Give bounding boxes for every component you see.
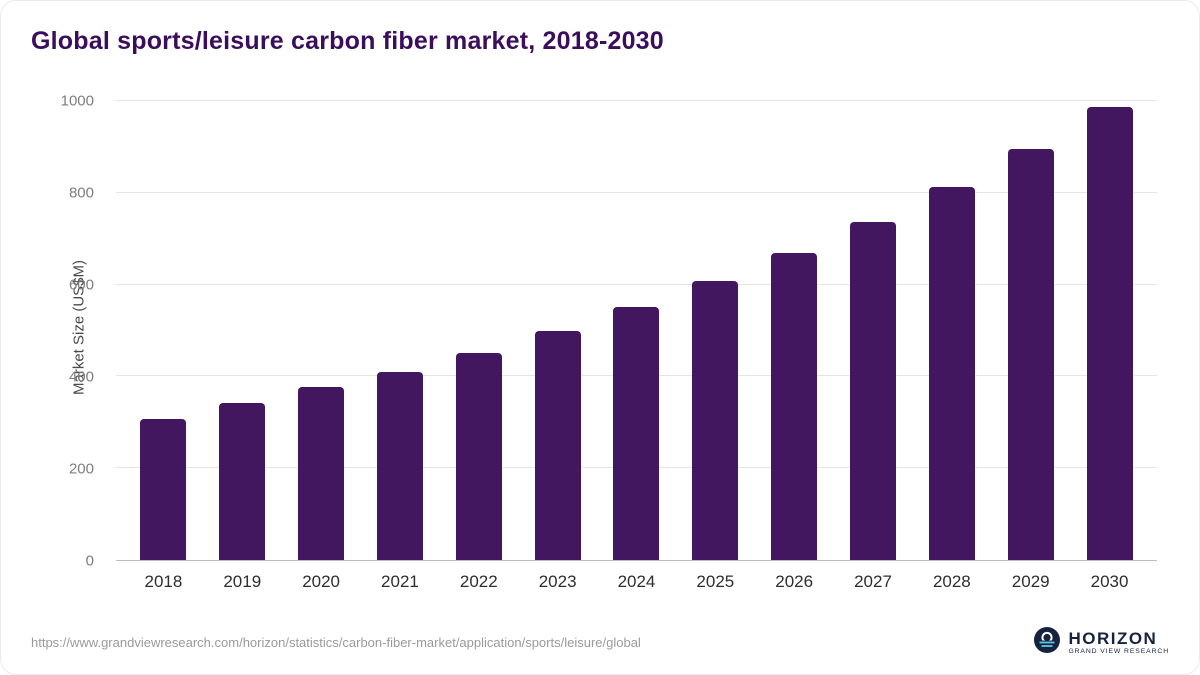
y-tick-label: 800 <box>68 184 94 202</box>
horizon-logo-text: HORIZON GRAND VIEW RESEARCH <box>1068 630 1169 656</box>
bar-column: 2030 <box>1070 101 1149 591</box>
bar <box>1086 106 1133 560</box>
footer: https://www.grandviewresearch.com/horizo… <box>31 627 1169 658</box>
horizon-logo: HORIZON GRAND VIEW RESEARCH <box>1034 627 1169 658</box>
chart-title: Global sports/leisure carbon fiber marke… <box>31 27 664 55</box>
bar-column: 2028 <box>912 101 991 591</box>
bar-column: 2024 <box>597 101 676 591</box>
bar-column: 2019 <box>203 101 282 591</box>
x-axis-label: 2024 <box>617 572 656 591</box>
gridline <box>116 283 1157 285</box>
bar-column: 2022 <box>439 101 518 591</box>
x-axis-label: 2030 <box>1090 572 1129 591</box>
bar-column: 2021 <box>361 101 440 591</box>
horizon-logo-subtitle: GRAND VIEW RESEARCH <box>1068 647 1169 655</box>
x-axis-label: 2027 <box>854 572 892 591</box>
bar <box>771 253 818 560</box>
bar-column: 2027 <box>834 101 913 591</box>
bar <box>692 281 739 560</box>
x-axis-label: 2021 <box>381 572 419 591</box>
bar <box>1007 149 1054 560</box>
x-axis-label: 2026 <box>775 572 814 591</box>
x-axis-label: 2029 <box>1011 572 1050 591</box>
horizon-logo-icon <box>1034 627 1061 658</box>
gridline <box>116 191 1157 193</box>
bar-column: 2026 <box>755 101 834 591</box>
bar <box>140 419 187 560</box>
bars: 2018 2019 2020 2021 2022 2023 2024 2025 2026 2027… <box>116 101 1157 591</box>
y-tick-label: 400 <box>68 368 94 386</box>
y-tick-label: 600 <box>68 276 94 294</box>
bar <box>376 371 423 560</box>
bar <box>219 403 266 560</box>
bar-column: 2029 <box>991 101 1070 591</box>
x-axis-label: 2023 <box>538 572 577 591</box>
bar <box>850 221 897 560</box>
bar <box>455 352 502 560</box>
y-tick-label: 200 <box>68 460 94 478</box>
x-axis-label: 2019 <box>223 572 262 591</box>
x-axis-label: 2025 <box>696 572 735 591</box>
plot-area: 2018 2019 2020 2021 2022 2023 2024 2025 2026 2027… <box>116 100 1157 591</box>
bar-column: 2023 <box>518 101 597 591</box>
bar <box>613 307 660 560</box>
x-axis-label: 2022 <box>459 572 498 591</box>
y-tick-label: 0 <box>85 552 94 570</box>
y-tick-labels: 0 200 400 600 800 1000 <box>31 93 106 570</box>
x-axis-label: 2018 <box>144 572 183 591</box>
gridline <box>116 100 1157 101</box>
y-tick-label: 1000 <box>60 92 94 110</box>
x-axis-label: 2020 <box>302 572 341 591</box>
horizon-logo-name: HORIZON <box>1068 628 1158 648</box>
source-url: https://www.grandviewresearch.com/horizo… <box>31 635 641 650</box>
bar-column: 2020 <box>282 101 361 591</box>
x-axis-label: 2028 <box>932 572 971 591</box>
bar <box>928 187 975 560</box>
bar <box>534 330 581 560</box>
bar-column: 2025 <box>676 101 755 591</box>
bar <box>298 387 345 560</box>
bar-column: 2018 <box>124 101 203 591</box>
